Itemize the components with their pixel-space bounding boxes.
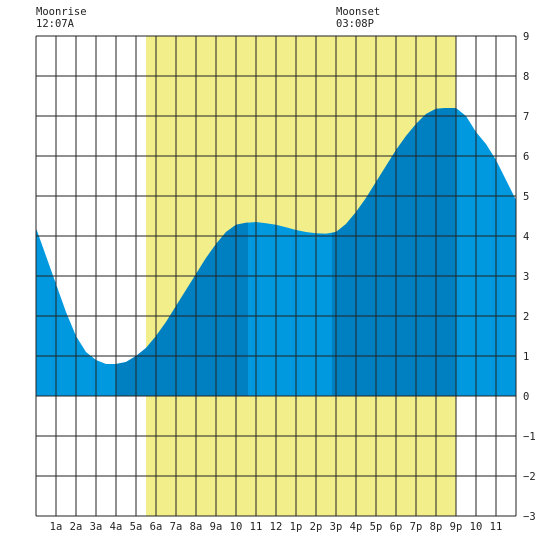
x-tick-label: 3p	[330, 521, 343, 533]
x-tick-label: 10	[470, 521, 483, 533]
x-tick-label: 5p	[370, 521, 383, 533]
x-tick-label: 12	[270, 521, 283, 533]
y-tick-label: 4	[523, 231, 529, 243]
y-tick-label: 5	[523, 191, 529, 203]
x-tick-label: 7p	[410, 521, 423, 533]
x-tick-label: 1p	[290, 521, 303, 533]
y-tick-label: 7	[523, 111, 529, 123]
x-tick-label: 11	[250, 521, 263, 533]
y-tick-label: 9	[523, 31, 529, 43]
grid-layer	[35, 35, 517, 517]
x-tick-label: 7a	[170, 521, 183, 533]
y-tick-label: −1	[523, 431, 536, 443]
x-tick-label: 4a	[110, 521, 123, 533]
x-tick-label: 11	[490, 521, 503, 533]
moonset-title: Moonset	[336, 6, 381, 18]
x-tick-label: 3a	[90, 521, 103, 533]
x-tick-label: 2p	[310, 521, 323, 533]
x-tick-label: 8a	[190, 521, 203, 533]
y-tick-label: 1	[523, 351, 529, 363]
x-tick-label: 4p	[350, 521, 363, 533]
x-tick-label: 10	[230, 521, 243, 533]
moonset-time: 03:08P	[336, 18, 374, 30]
x-tick-label: 6p	[390, 521, 403, 533]
x-tick-labels: 1a 2a 3a 4a 5a 6a 7a 8a 9a 10 11 12 1p 2p 3p 4p 5p 6p 7p 8p…	[50, 521, 503, 533]
x-tick-label: 2a	[70, 521, 83, 533]
x-tick-label: 9p	[450, 521, 463, 533]
y-tick-label: −3	[523, 511, 536, 523]
x-tick-label: 6a	[150, 521, 163, 533]
x-tick-label: 1a	[50, 521, 63, 533]
x-tick-label: 9a	[210, 521, 223, 533]
y-tick-label: 8	[523, 71, 529, 83]
y-tick-label: 6	[523, 151, 529, 163]
moonrise-label: Moonrise 12:07A	[36, 6, 87, 30]
y-tick-label: 2	[523, 311, 529, 323]
moonrise-time: 12:07A	[36, 18, 74, 30]
x-tick-label: 8p	[430, 521, 443, 533]
y-tick-label: 0	[523, 391, 529, 403]
moonrise-title: Moonrise	[36, 6, 87, 18]
y-tick-label: −2	[523, 471, 536, 483]
moonset-label: Moonset 03:08P	[336, 6, 380, 30]
x-tick-label: 5a	[130, 521, 143, 533]
y-tick-labels: 9 8 7 6 5 4 3 2 1 0 −1 −2 −3	[523, 31, 536, 523]
y-tick-label: 3	[523, 271, 529, 283]
